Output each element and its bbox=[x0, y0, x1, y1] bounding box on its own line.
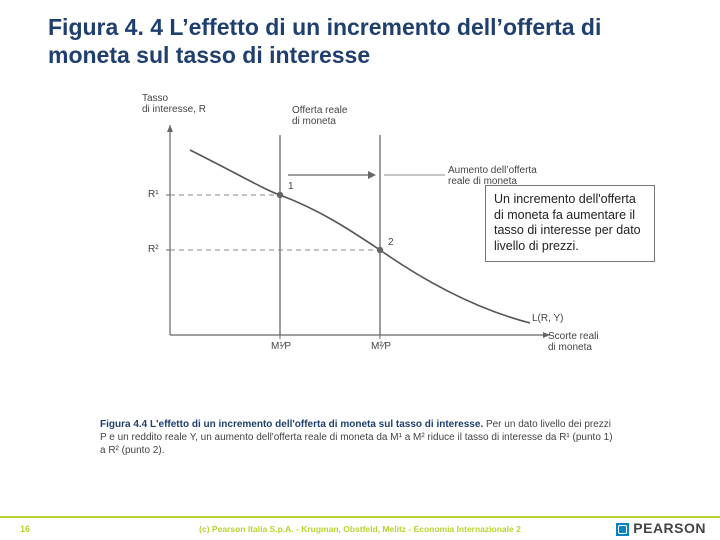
footer: 16 (c) Pearson Italia S.p.A. - Krugman, … bbox=[0, 516, 720, 540]
demand-label: L(R, Y) bbox=[532, 313, 564, 324]
shift-label: Aumento dell’offertareale di moneta bbox=[448, 165, 537, 187]
supply-label: Offerta realedi moneta bbox=[292, 105, 347, 127]
tick-m2: M²⁄P bbox=[368, 341, 394, 352]
callout-box: Un incremento dell'offerta di moneta fa … bbox=[485, 185, 655, 262]
point2-label: 2 bbox=[388, 237, 394, 248]
pearson-icon bbox=[616, 523, 629, 536]
copyright-text: (c) Pearson Italia S.p.A. - Krugman, Obs… bbox=[0, 524, 720, 534]
pearson-logo: PEARSON bbox=[616, 520, 706, 536]
slide: Figura 4. 4 L’effetto di un incremento d… bbox=[0, 0, 720, 540]
pearson-brand: PEARSON bbox=[633, 520, 706, 536]
caption-bold: Figura 4.4 L'effetto di un incremento de… bbox=[100, 419, 483, 430]
slide-title: Figura 4. 4 L’effetto di un incremento d… bbox=[48, 14, 668, 69]
y-axis-label: Tassodi interesse, R bbox=[142, 93, 206, 115]
tick-r2: R² bbox=[148, 244, 159, 255]
tick-m1: M¹⁄P bbox=[268, 341, 294, 352]
footer-rule bbox=[0, 516, 720, 518]
tick-r1: R¹ bbox=[148, 189, 159, 200]
x-axis-label: Scorte realidi moneta bbox=[548, 331, 599, 353]
point1-label: 1 bbox=[288, 181, 294, 192]
figure-caption: Figura 4.4 L'effetto di un incremento de… bbox=[100, 418, 620, 457]
